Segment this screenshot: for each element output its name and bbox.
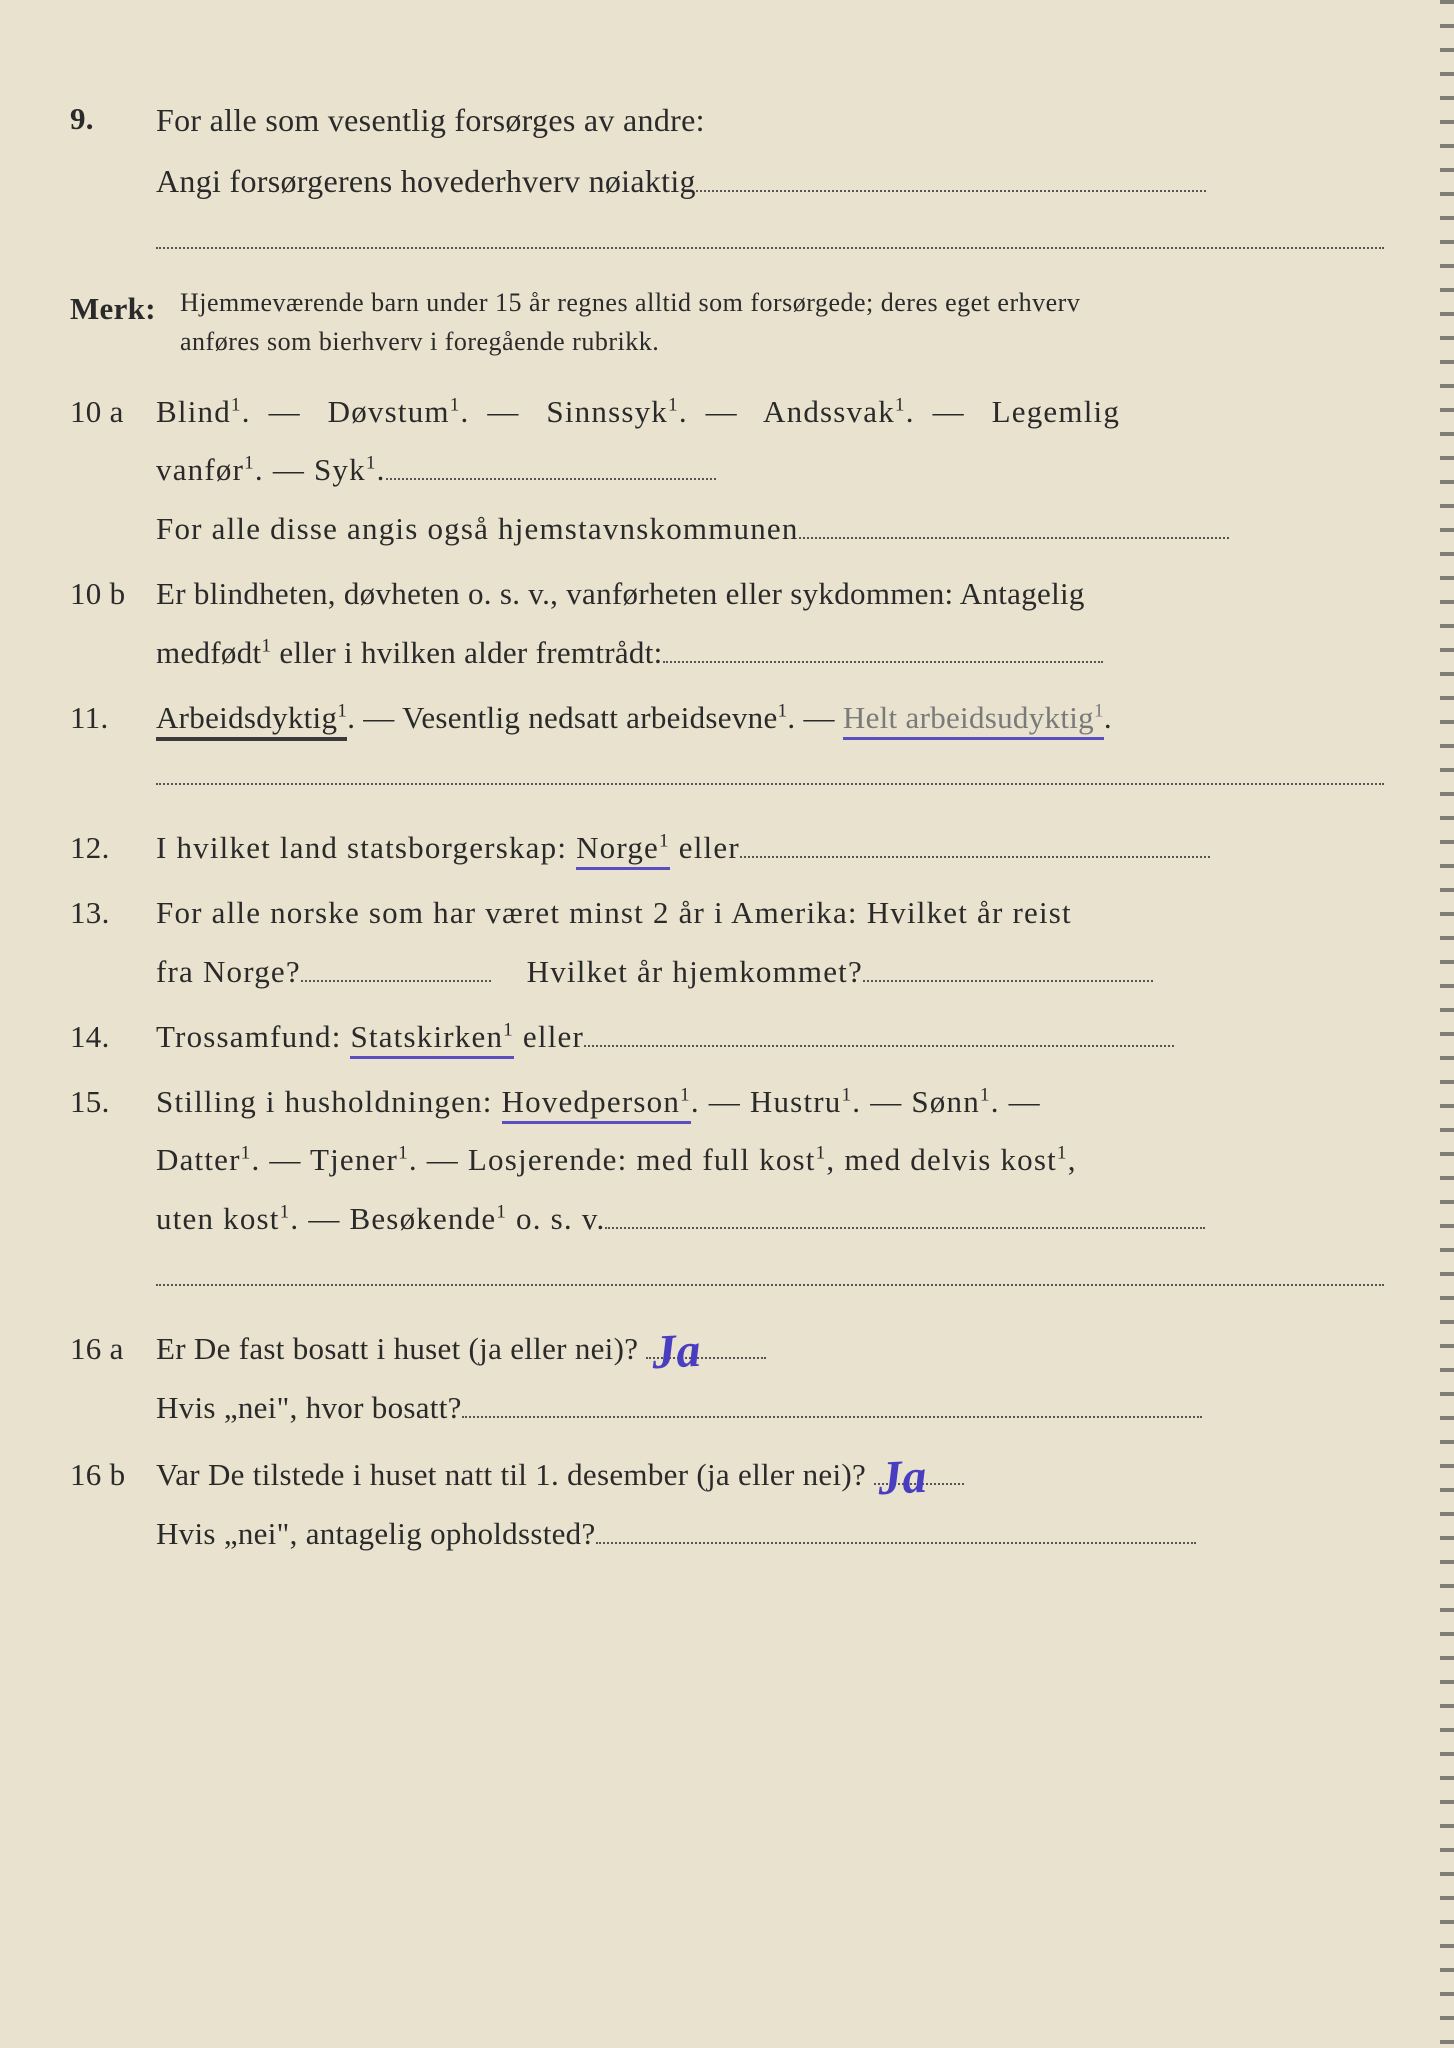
q15-number: 15. (70, 1073, 156, 1132)
q13-blank2[interactable] (863, 950, 1153, 981)
merk-label: Merk: (70, 283, 180, 334)
q14-label: Trossamfund: (156, 1019, 350, 1054)
q10b-medfodt: medfødt (156, 635, 261, 670)
merk-text2: anføres som bierhverv i foregående rubri… (180, 327, 659, 356)
q10a-blank2[interactable] (799, 508, 1229, 539)
q10b-line1: Er blindheten, døvheten o. s. v., vanfør… (156, 576, 1085, 611)
q14-blank[interactable] (584, 1015, 1174, 1046)
q14-row: 14. Trossamfund: Statskirken1 eller (70, 1008, 1384, 1067)
q11-number: 11. (70, 689, 156, 748)
q16b-line1: Var De tilstede i huset natt til 1. dese… (156, 1457, 866, 1492)
q10a-body: Blind1. — Døvstum1. — Sinnssyk1. — Andss… (156, 383, 1384, 560)
q16a-row: 16 a Er De fast bosatt i huset (ja eller… (70, 1320, 1384, 1438)
q10b-number: 10 b (70, 565, 156, 624)
q12-norge: Norge1 (576, 830, 670, 870)
q10b-body: Er blindheten, døvheten o. s. v., vanfør… (156, 565, 1384, 683)
q9-line2: Angi forsørgerens hovederhverv nøiaktig (156, 163, 696, 199)
q13-row: 13. For alle norske som har været minst … (70, 884, 1384, 1002)
q16a-blank2[interactable] (462, 1387, 1202, 1418)
q10b-blank[interactable] (663, 632, 1103, 663)
q9-blank[interactable] (696, 159, 1206, 191)
q10a-blank1[interactable] (386, 449, 716, 480)
q10a-opt0: Blind (156, 394, 231, 429)
q15-dotline (156, 1283, 1384, 1286)
q10b-row: 10 b Er blindheten, døvheten o. s. v., v… (70, 565, 1384, 683)
q9-row: 9. For alle som vesentlig forsørges av a… (70, 90, 1384, 212)
q15-row: 15. Stilling i husholdningen: Hovedperso… (70, 1073, 1384, 1250)
q14-body: Trossamfund: Statskirken1 eller (156, 1008, 1384, 1067)
q12-number: 12. (70, 819, 156, 878)
q12-body: I hvilket land statsborgerskap: Norge1 e… (156, 819, 1384, 878)
q10a-opt4: Legemlig (992, 394, 1120, 429)
q16a-line1: Er De fast bosatt i huset (ja eller nei)… (156, 1331, 638, 1366)
q14-statskirken: Statskirken1 (350, 1019, 514, 1059)
q9-number: 9. (70, 90, 156, 149)
q10a-opt1: Døvstum (328, 394, 450, 429)
q13-number: 13. (70, 884, 156, 943)
q13-line2b: Hvilket år hjemkommet? (527, 954, 863, 989)
q9-dotline (156, 246, 1384, 249)
q13-blank1[interactable] (301, 950, 491, 981)
q16a-line2: Hvis „nei", hvor bosatt? (156, 1390, 462, 1425)
census-form-page: 9. For alle som vesentlig forsørges av a… (0, 0, 1454, 2048)
q10a-opt2: Sinnssyk (546, 394, 668, 429)
q13-line1: For alle norske som har været minst 2 år… (156, 895, 1072, 930)
q16b-row: 16 b Var De tilstede i huset natt til 1.… (70, 1446, 1384, 1564)
q16a-answer: Ja (646, 1305, 707, 1399)
q16a-number: 16 a (70, 1320, 156, 1379)
q12-text: I hvilket land statsborgerskap: (156, 830, 576, 865)
q12-row: 12. I hvilket land statsborgerskap: Norg… (70, 819, 1384, 878)
q16b-line2: Hvis „nei", antagelig opholdssted? (156, 1516, 596, 1551)
q16b-body: Var De tilstede i huset natt til 1. dese… (156, 1446, 1384, 1564)
q13-line2a: fra Norge? (156, 954, 301, 989)
q10a-line3: For alle disse angis også hjemstavnskomm… (156, 511, 799, 546)
q15-hovedperson: Hovedperson1 (502, 1084, 691, 1124)
q14-number: 14. (70, 1008, 156, 1067)
q12-blank[interactable] (740, 827, 1210, 858)
q10a-opt3: Andssvak (763, 394, 895, 429)
q11-arbeidsdyktig: Arbeidsdyktig1 (156, 700, 347, 741)
q10a-vanfor: vanfør (156, 452, 244, 487)
q15-body: Stilling i husholdningen: Hovedperson1. … (156, 1073, 1384, 1250)
q11-mid: — Vesentlig nedsatt arbeidsevne (363, 700, 777, 735)
q15-blank[interactable] (605, 1198, 1205, 1229)
q10a-number: 10 a (70, 383, 156, 442)
q11-body: Arbeidsdyktig1. — Vesentlig nedsatt arbe… (156, 689, 1384, 748)
q10b-rest: eller i hvilken alder fremtrådt: (279, 635, 662, 670)
merk-body: Hjemmeværende barn under 15 år regnes al… (180, 283, 1384, 361)
q16b-number: 16 b (70, 1446, 156, 1505)
q16a-body: Er De fast bosatt i huset (ja eller nei)… (156, 1320, 1384, 1438)
q16b-answer: Ja (872, 1431, 933, 1525)
q10a-syk: Syk (314, 452, 366, 487)
q9-line1: For alle som vesentlig forsørges av andr… (156, 102, 705, 138)
q11-row: 11. Arbeidsdyktig1. — Vesentlig nedsatt … (70, 689, 1384, 748)
q10a-row: 10 a Blind1. — Døvstum1. — Sinnssyk1. — … (70, 383, 1384, 560)
merk-text1: Hjemmeværende barn under 15 år regnes al… (180, 288, 1080, 317)
q11-helt: Helt arbeidsudyktig1 (843, 700, 1104, 740)
merk-row: Merk: Hjemmeværende barn under 15 år reg… (70, 283, 1384, 361)
q13-body: For alle norske som har været minst 2 år… (156, 884, 1384, 1002)
q11-dotline (156, 782, 1384, 785)
q15-label: Stilling i husholdningen: (156, 1084, 502, 1119)
q9-body: For alle som vesentlig forsørges av andr… (156, 90, 1384, 212)
